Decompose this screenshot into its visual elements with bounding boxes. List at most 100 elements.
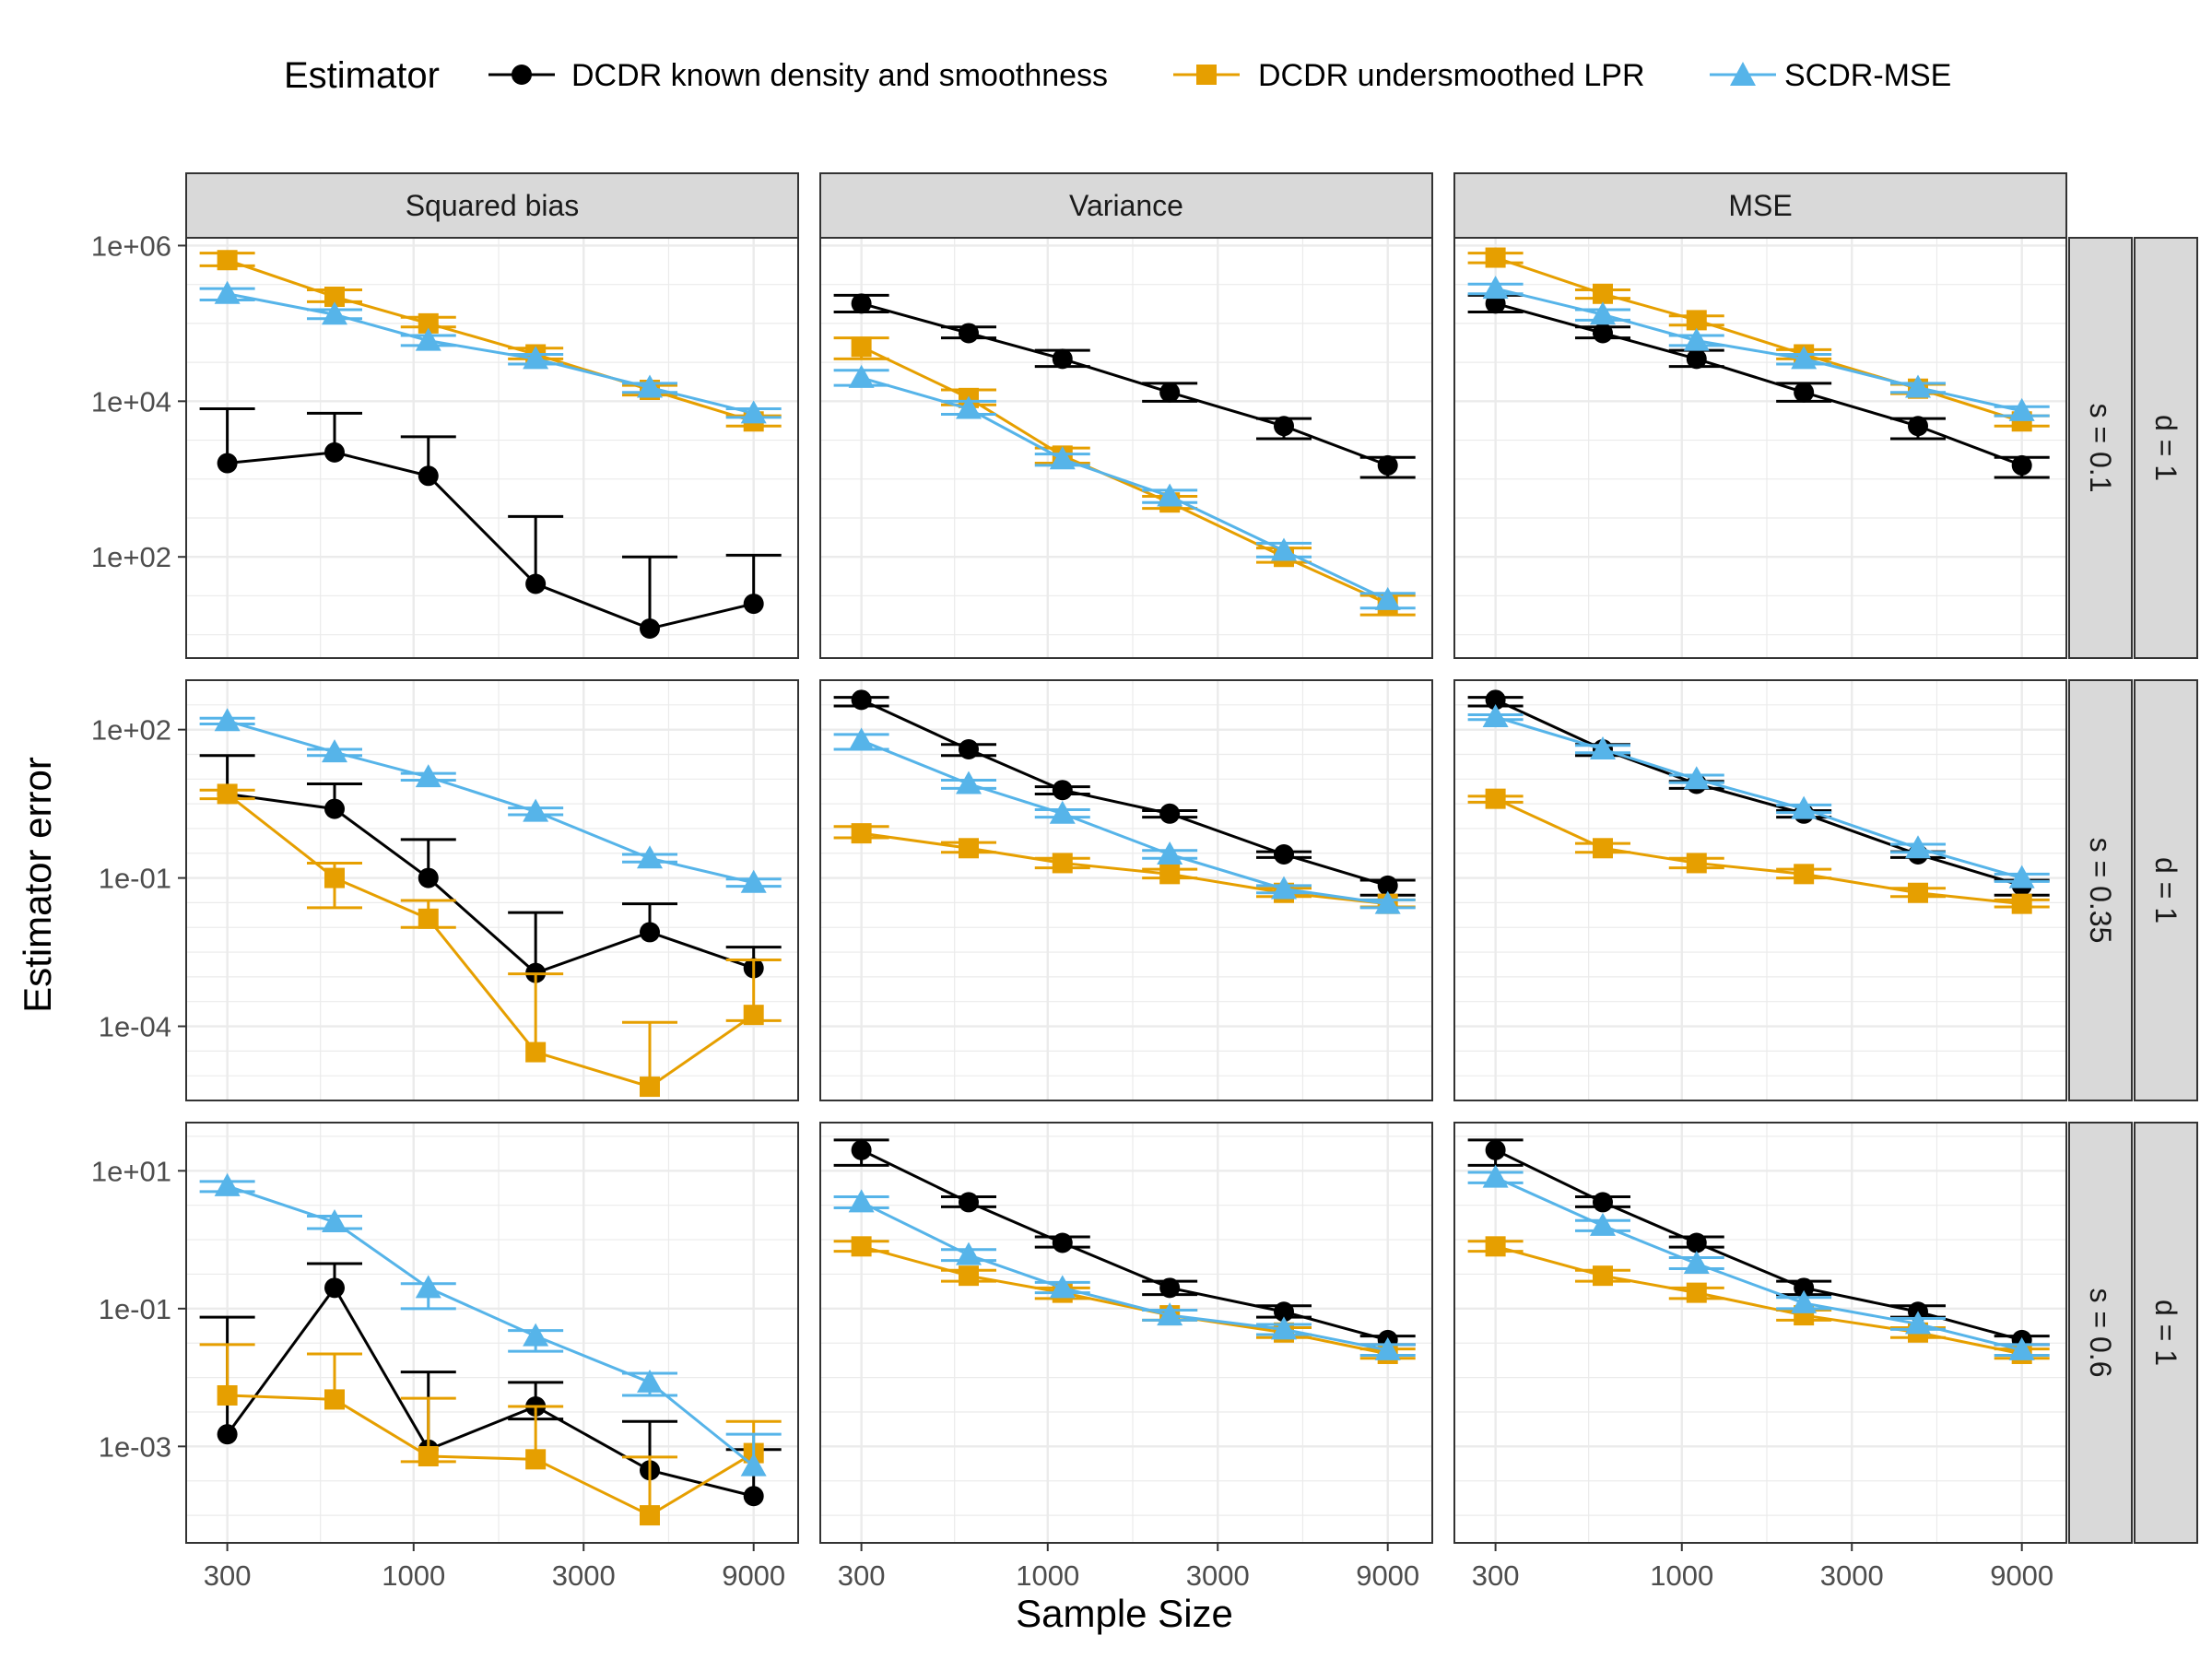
data-point: [851, 1139, 872, 1160]
data-point: [740, 1453, 767, 1477]
data-point: [637, 374, 664, 398]
data-point: [1482, 1164, 1509, 1188]
legend-key-scdr-mse: [1710, 62, 1776, 86]
panel-background: [1454, 1123, 2066, 1543]
data-point: [2008, 1336, 2035, 1360]
series-line: [1494, 1148, 2023, 1342]
data-point: [743, 594, 764, 615]
data-point: [2008, 865, 2035, 888]
data-point: [523, 798, 549, 822]
data-point: [418, 465, 439, 487]
data-point: [1157, 1302, 1183, 1326]
x-tick-label: 300: [838, 1559, 886, 1592]
data-point: [1589, 735, 1616, 759]
data-point: [2011, 893, 2032, 914]
data-point: [1159, 803, 1181, 824]
series-line: [227, 258, 755, 423]
column-strip-label: Variance: [1069, 189, 1183, 222]
x-tick-label: 9000: [1356, 1559, 1419, 1592]
legend-label-scdr-mse: SCDR-MSE: [1784, 58, 1951, 93]
data-point: [321, 301, 347, 325]
series-line: [227, 1394, 755, 1517]
data-point: [1274, 1301, 1295, 1323]
row-strip-s: [2068, 237, 2133, 659]
panel-squared-bias-row-2: [185, 679, 799, 1101]
panel-border: [819, 679, 1433, 1101]
panel-background: [1454, 680, 2066, 1100]
data-point: [1791, 1289, 1818, 1313]
data-point: [324, 1389, 345, 1410]
x-axis-title: Sample Size: [1016, 1592, 1233, 1635]
data-point: [324, 441, 345, 463]
y-tick-label: 1e-01: [99, 863, 171, 895]
row-strip-label-s: s = 0.6: [2084, 1288, 2117, 1378]
legend: Estimator DCDR known density and smoothn…: [284, 55, 1951, 96]
panel-background: [820, 1123, 1432, 1543]
data-point: [418, 908, 439, 929]
panel-background: [1454, 238, 2066, 658]
data-point: [324, 867, 345, 888]
data-point: [217, 1424, 238, 1445]
data-point: [217, 250, 238, 271]
data-point: [851, 293, 872, 314]
data-point: [214, 708, 241, 732]
series-line: [861, 1244, 1388, 1356]
x-tick-label: 3000: [1186, 1559, 1250, 1592]
panel-background: [186, 680, 798, 1100]
data-point: [1485, 788, 1506, 809]
data-point: [958, 838, 979, 859]
series-line: [1495, 715, 2023, 880]
data-point: [1686, 1282, 1707, 1303]
legend-label-dcdr-known: DCDR known density and smoothness: [571, 58, 1108, 93]
panel-border: [819, 1122, 1433, 1544]
data-point: [1794, 1277, 1815, 1299]
y-tick-label: 1e+02: [91, 714, 171, 747]
data-point: [1052, 1232, 1073, 1253]
column-strip-label: MSE: [1728, 189, 1792, 222]
data-point: [1482, 276, 1509, 300]
panel-border: [1453, 237, 2067, 659]
data-point: [848, 727, 875, 751]
series-line: [226, 793, 755, 1088]
panel-border: [185, 1122, 799, 1544]
data-point: [1905, 1311, 1932, 1335]
x-tick-label: 1000: [1016, 1559, 1079, 1592]
panel-variance-row-2: [819, 679, 1433, 1101]
data-point: [1905, 374, 1932, 398]
x-tick-label: 9000: [1990, 1559, 2053, 1592]
data-point: [418, 867, 439, 888]
data-point: [1589, 1212, 1616, 1236]
data-point: [1683, 766, 1710, 790]
data-point: [1485, 689, 1506, 711]
data-point: [1592, 283, 1613, 304]
data-point: [1592, 838, 1613, 859]
panel-border: [1453, 1122, 2067, 1544]
data-point: [415, 1275, 441, 1299]
data-point: [743, 1486, 764, 1507]
data-point: [1159, 864, 1181, 885]
data-point: [1485, 1236, 1506, 1257]
data-point: [1905, 835, 1932, 859]
data-point: [418, 312, 439, 334]
data-point: [958, 323, 979, 344]
data-point: [1482, 703, 1509, 727]
data-point: [1686, 348, 1707, 370]
series-line: [1495, 1244, 2022, 1356]
data-point: [1589, 301, 1616, 325]
data-point: [1683, 327, 1710, 351]
panel-background: [820, 680, 1432, 1100]
data-point: [1049, 446, 1076, 470]
y-tick-label: 1e+04: [91, 385, 171, 418]
series-line: [227, 792, 755, 975]
column-strip: [185, 172, 799, 239]
data-point: [958, 738, 979, 759]
data-point: [1686, 310, 1707, 331]
row-strip-s: [2068, 679, 2133, 1101]
panel-border: [185, 679, 799, 1101]
data-point: [1274, 843, 1295, 865]
data-point: [525, 1449, 547, 1470]
data-point: [1791, 346, 1818, 370]
data-point: [1049, 1275, 1076, 1299]
data-point: [2011, 454, 2032, 476]
